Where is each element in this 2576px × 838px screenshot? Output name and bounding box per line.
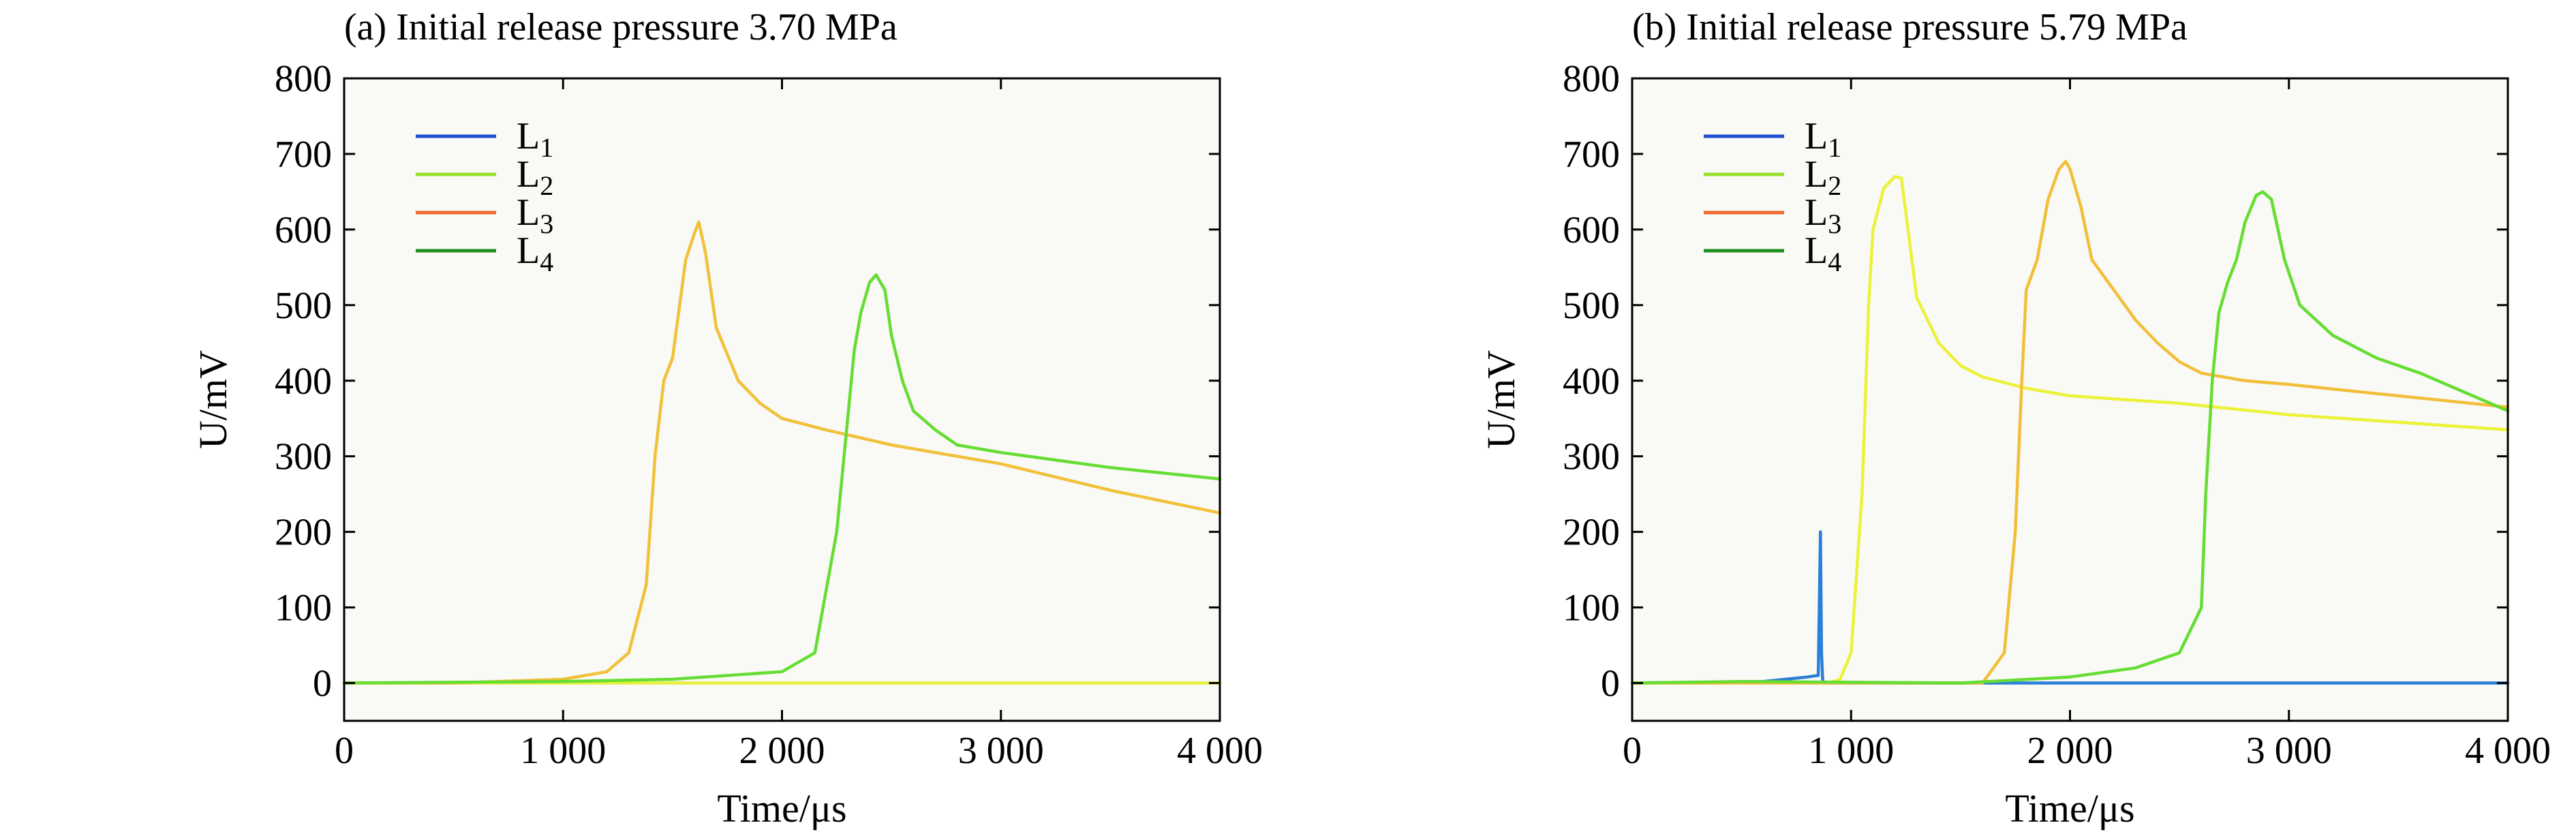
- legend-subscript-b-1: 1: [1828, 132, 1841, 163]
- legend-subscript-a-3: 3: [540, 208, 553, 239]
- y-tick-label-a-2: 200: [275, 512, 332, 554]
- legend-subscript-a-4: 4: [540, 247, 553, 277]
- legend-subscript-b-3: 3: [1828, 208, 1841, 239]
- y-tick-label-a-3: 300: [275, 436, 332, 478]
- legend-letter-a-4: L: [517, 230, 540, 272]
- legend-label-b-3: L3: [1805, 191, 1841, 239]
- y-tick-label-b-3: 300: [1563, 436, 1620, 478]
- legend-label-a-3: L3: [517, 191, 553, 239]
- y-tick-label-b-2: 200: [1563, 512, 1620, 554]
- y-axis-title-b: U/mV: [1479, 350, 1523, 449]
- series-line-b-3: [1630, 159, 2510, 685]
- legend-subscript-a-1: 1: [540, 132, 553, 163]
- legend-label-a-1: L1: [517, 115, 553, 163]
- x-tick-label-a-4: 4 000: [1177, 730, 1263, 772]
- plot-area-b: [1632, 78, 2508, 721]
- y-tick-label-b-6: 600: [1563, 209, 1620, 251]
- series-line-b-2: [1630, 174, 2510, 685]
- y-tick-label-a-6: 600: [275, 209, 332, 251]
- y-tick-label-b-4: 400: [1563, 360, 1620, 403]
- y-tick-label-a-8: 800: [275, 58, 332, 100]
- x-axis-title-a: Time/μs: [717, 786, 846, 831]
- legend-letter-b-3: L: [1805, 191, 1828, 234]
- y-tick-label-b-0: 0: [1601, 663, 1620, 705]
- y-tick-label-a-5: 500: [275, 285, 332, 327]
- y-tick-label-a-1: 100: [275, 587, 332, 630]
- chart-b-svg: (b) Initial release pressure 5.79 MPa 0 1 …: [1479, 6, 2551, 831]
- chart-title-a: (a) Initial release pressure 3.70 MPa: [344, 6, 898, 48]
- y-tick-label-b-7: 700: [1563, 134, 1620, 176]
- x-tick-label-a-0: 0: [335, 730, 354, 772]
- legend-subscript-a-2: 2: [540, 170, 553, 201]
- legend-label-a-2: L2: [517, 153, 553, 201]
- y-tick-label-a-7: 700: [275, 134, 332, 176]
- x-tick-label-a-1: 1 000: [520, 730, 606, 772]
- x-tick-label-b-2: 2 000: [2027, 730, 2113, 772]
- chart-title-b: (b) Initial release pressure 5.79 MPa: [1632, 6, 2188, 48]
- x-tick-label-a-3: 3 000: [958, 730, 1044, 772]
- y-tick-label-b-5: 500: [1563, 285, 1620, 327]
- y-tick-label-a-0: 0: [313, 663, 332, 705]
- x-tick-label-b-0: 0: [1623, 730, 1642, 772]
- legend-subscript-b-4: 4: [1828, 247, 1841, 277]
- x-tick-label-b-1: 1 000: [1808, 730, 1894, 772]
- legend-letter-a-1: L: [517, 115, 540, 157]
- chart-a-svg: (a) Initial release pressure 3.70 MPa 0 1 …: [191, 6, 1263, 831]
- plot-area-a: [344, 78, 1220, 721]
- legend-letter-a-2: L: [517, 153, 540, 196]
- legend-label-a-4: L4: [517, 230, 553, 277]
- series-line-a-2: [342, 220, 1222, 685]
- legend-subscript-b-2: 2: [1828, 170, 1841, 201]
- chart-panel-a: (a) Initial release pressure 3.70 MPa 0 1 …: [191, 6, 1263, 831]
- legend-letter-b-1: L: [1805, 115, 1828, 157]
- series-line-a-3: [342, 273, 1222, 685]
- y-tick-label-b-1: 100: [1563, 587, 1620, 630]
- legend-letter-b-2: L: [1805, 153, 1828, 196]
- series-line-b-4: [1630, 190, 2510, 685]
- y-axis-title-a: U/mV: [191, 350, 235, 449]
- x-tick-label-b-4: 4 000: [2465, 730, 2551, 772]
- y-tick-label-b-8: 800: [1563, 58, 1620, 100]
- y-tick-label-a-4: 400: [275, 360, 332, 403]
- chart-panel-b: (b) Initial release pressure 5.79 MPa 0 1 …: [1288, 0, 2576, 838]
- x-tick-label-b-3: 3 000: [2246, 730, 2332, 772]
- legend-label-b-1: L1: [1805, 115, 1841, 163]
- legend-label-b-4: L4: [1805, 230, 1841, 277]
- x-axis-title-b: Time/μs: [2005, 786, 2134, 831]
- x-tick-label-a-2: 2 000: [739, 730, 825, 772]
- legend-letter-b-4: L: [1805, 230, 1828, 272]
- legend-letter-a-3: L: [517, 191, 540, 234]
- legend-label-b-2: L2: [1805, 153, 1841, 201]
